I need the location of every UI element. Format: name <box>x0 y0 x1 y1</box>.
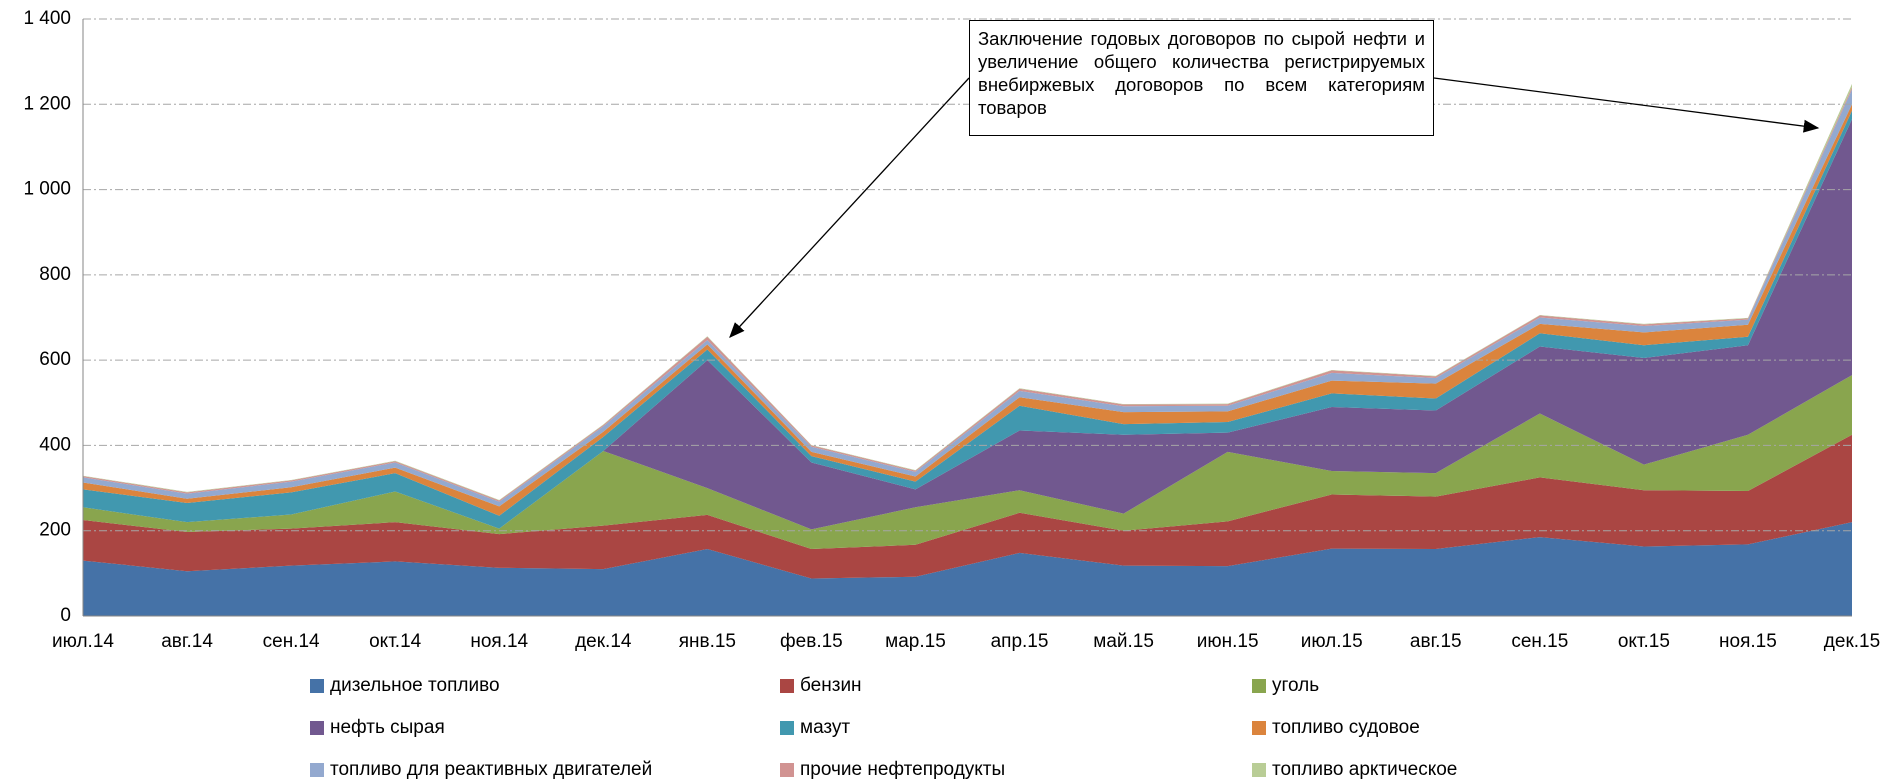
x-tick-label: сен.14 <box>263 631 320 652</box>
x-tick-label: авг.14 <box>161 631 213 652</box>
x-tick-label: дек.15 <box>1824 631 1880 652</box>
x-tick-label: ноя.15 <box>1719 631 1777 652</box>
annotation: Заключение годовых договоров по сырой не… <box>969 20 1434 136</box>
legend-label: бензин <box>800 675 862 696</box>
legend-swatch <box>310 679 324 693</box>
x-tick-label: фев.15 <box>780 631 843 652</box>
y-tick-label: 800 <box>39 264 71 285</box>
legend-swatch <box>310 721 324 735</box>
area <box>83 522 1852 616</box>
legend-label: мазут <box>800 717 850 738</box>
legend-label: дизельное топливо <box>330 675 500 696</box>
legend-swatch <box>780 763 794 777</box>
y-tick-label: 400 <box>39 434 71 455</box>
x-tick-label: окт.15 <box>1618 631 1670 652</box>
area <box>83 375 1852 550</box>
legend-swatch <box>1252 679 1266 693</box>
y-tick-label: 1 400 <box>23 8 71 29</box>
y-tick-label: 600 <box>39 349 71 370</box>
y-tick-label: 1 000 <box>23 179 71 200</box>
legend-label: уголь <box>1272 675 1319 696</box>
annotation-arrow <box>1433 77 1820 133</box>
x-tick-label: янв.15 <box>679 631 736 652</box>
annotation-arrow <box>729 77 970 338</box>
y-tick-label: 1 200 <box>23 93 71 114</box>
legend-label: прочие нефтепродукты <box>800 759 1005 780</box>
x-tick-label: май.15 <box>1093 631 1154 652</box>
x-tick-label: ноя.14 <box>470 631 528 652</box>
x-tick-label: июл.15 <box>1301 631 1363 652</box>
legend-swatch <box>1252 721 1266 735</box>
legend-swatch <box>780 679 794 693</box>
x-tick-label: июн.15 <box>1197 631 1259 652</box>
y-tick-label: 0 <box>60 605 71 626</box>
legend-label: нефть сырая <box>330 717 445 738</box>
x-tick-label: дек.14 <box>575 631 632 652</box>
x-tick-label: окт.14 <box>369 631 422 652</box>
area <box>83 434 1852 579</box>
legend-swatch <box>780 721 794 735</box>
x-tick-label: авг.15 <box>1410 631 1462 652</box>
x-tick-label: апр.15 <box>991 631 1049 652</box>
area <box>83 119 1852 530</box>
x-tick-label: сен.15 <box>1511 631 1568 652</box>
legend-label: топливо арктическое <box>1272 759 1457 780</box>
legend-swatch <box>1252 763 1266 777</box>
x-tick-label: мар.15 <box>885 631 946 652</box>
legend-swatch <box>310 763 324 777</box>
legend-label: топливо судовое <box>1272 717 1420 738</box>
y-tick-label: 200 <box>39 520 71 541</box>
x-tick-label: июл.14 <box>52 631 114 652</box>
legend-label: топливо для реактивных двигателей <box>330 759 652 780</box>
